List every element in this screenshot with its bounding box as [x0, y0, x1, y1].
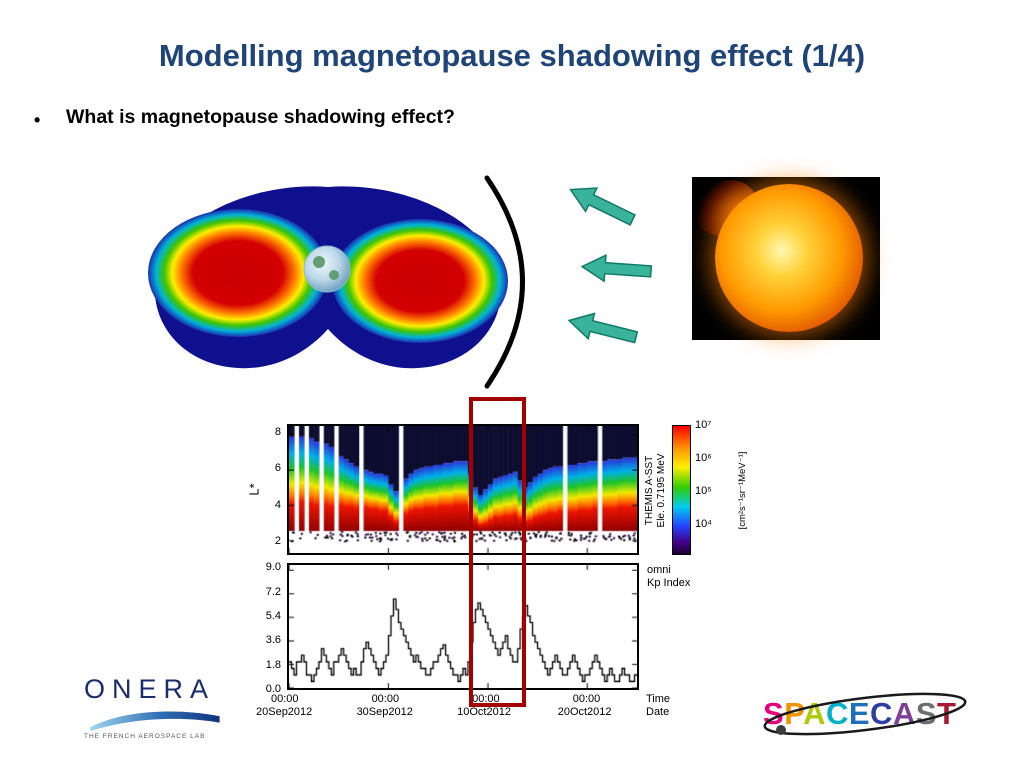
kp-canvas [289, 565, 637, 688]
spectrogram-panel [287, 424, 639, 555]
spacecast-letter: A [892, 696, 916, 731]
spacecast-letter: S [915, 696, 938, 731]
spacecast-logo: SPACECAST [763, 690, 971, 746]
solar-wind-middle-arrow [580, 253, 653, 283]
colorbar-tick-label: 10⁷ [695, 419, 712, 431]
colorbar-tick-label: 10⁴ [695, 518, 712, 530]
instrument-label-line1: THEMIS A-SST [644, 455, 655, 526]
kp-ytick-label: 7.2 [265, 585, 281, 598]
kp-ytick-label: 0.0 [265, 683, 281, 695]
colorbar-tick-label: 10⁶ [695, 452, 712, 464]
flux-colorbar [672, 425, 691, 555]
inner-belt-left-lobe [148, 209, 328, 337]
earth-globe [303, 245, 351, 293]
spectrogram-canvas [289, 426, 637, 553]
instrument-label-line2: Ele. 0.7195 MeV [656, 453, 667, 528]
spec-ytick-label: 2 [274, 535, 281, 548]
colorbar-tick-label: 10⁵ [695, 485, 712, 497]
x-axis-time-caption: Time [646, 693, 671, 705]
x-tick-time-label: 00:00 [572, 693, 601, 705]
earth-landmass [329, 270, 339, 280]
onera-logo-text: ONERA [84, 674, 216, 704]
kp-index-panel [287, 563, 639, 690]
instrument-label: THEMIS A-SST Ele. 0.7195 MeV [644, 425, 668, 556]
spacecast-letter: A [803, 696, 826, 731]
inner-belt-right-lobe [332, 219, 508, 343]
kp-ytick-label: 3.6 [265, 634, 281, 647]
spec-ytick-label: 4 [274, 498, 281, 511]
spacecast-letter: C [870, 696, 893, 731]
onera-tagline: THE FRENCH AEROSPACE LAB [84, 733, 206, 740]
highlight-box [469, 397, 526, 707]
solar-wind-bottom-arrow [567, 312, 639, 344]
onera-swoosh-icon [90, 711, 220, 731]
spacecast-letter: P [784, 696, 804, 731]
spectrogram-y-axis-label: L* [246, 483, 262, 496]
spec-ytick-label: 6 [274, 462, 281, 475]
x-tick-date-label: 30Sep2012 [356, 706, 413, 718]
page-title: Modelling magnetopause shadowing effect … [158, 38, 866, 73]
kp-label-line2: Kp Index [647, 577, 691, 589]
kp-ytick-label: 1.8 [265, 658, 281, 671]
kp-ytick-label: 9.0 [265, 561, 281, 574]
x-tick-time-label: 00:00 [371, 693, 400, 705]
onera-logo: ONERA THE FRENCH AEROSPACE LAB [84, 674, 234, 740]
spec-ytick-label: 8 [274, 426, 281, 439]
kp-side-label: omni Kp Index [647, 564, 690, 590]
x-tick-date-label: 20Oct2012 [557, 706, 612, 718]
x-tick-date-label: 10Oct2012 [457, 706, 511, 718]
sun-image [685, 170, 880, 340]
colorbar-unit-label: [cm²s⁻¹sr⁻¹MeV⁻¹] [737, 451, 748, 530]
kp-label-line1: omni [647, 564, 671, 576]
spacecast-letter: S [763, 696, 785, 731]
kp-ytick-label: 5.4 [265, 610, 281, 623]
spacecast-letter: T [937, 696, 957, 731]
spacecast-letter: C [825, 696, 849, 731]
sun-disc [715, 184, 863, 332]
magnetopause-arc-icon [484, 175, 525, 389]
bullet-marker: • [34, 110, 41, 130]
spacecast-letters: SPACECAST [763, 690, 971, 738]
x-axis-date-caption: Date [646, 706, 670, 718]
radiation-belts-figure [148, 186, 508, 369]
x-tick-time-label: 00:00 [271, 693, 299, 705]
x-tick-date-label: 20Sep2012 [256, 706, 313, 718]
solar-wind-top-arrow [569, 187, 636, 226]
earth-landmass [313, 256, 325, 268]
bullet-text: What is magnetopause shadowing effect? [66, 106, 455, 128]
spacecast-letter: E [848, 696, 871, 731]
